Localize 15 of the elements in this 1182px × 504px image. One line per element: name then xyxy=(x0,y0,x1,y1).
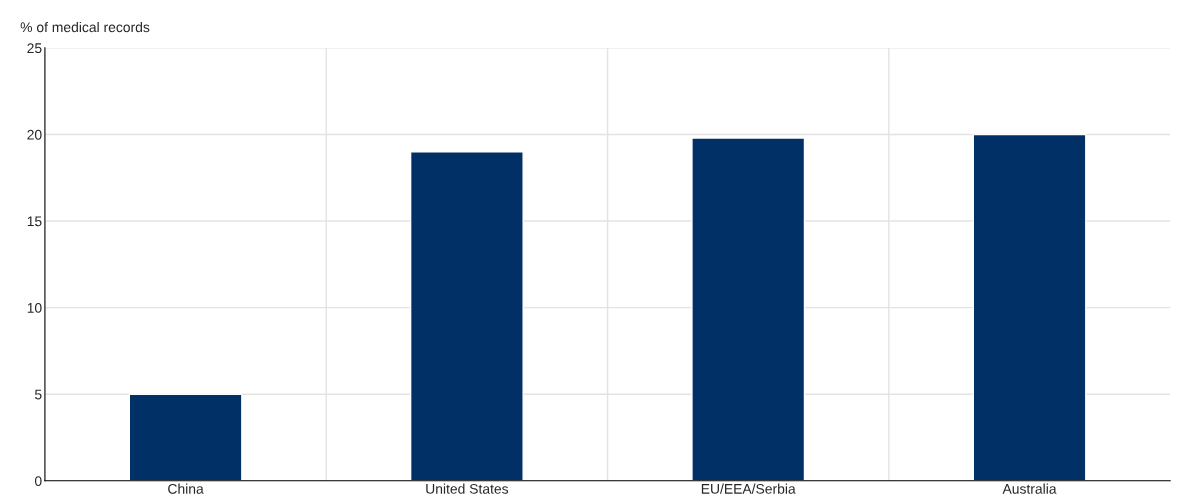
bar xyxy=(409,151,524,481)
x-tick-label: China xyxy=(168,483,204,494)
y-tick-label: 10 xyxy=(27,302,42,313)
x-tick-label: United States xyxy=(426,483,509,494)
bar xyxy=(972,133,1087,481)
y-tick-label: 0 xyxy=(34,476,42,486)
x-tick-label: Australia xyxy=(1002,483,1057,494)
bar xyxy=(128,393,243,481)
y-tick-label: 25 xyxy=(27,43,42,54)
x-tick-label: EU/EEA/Serbia xyxy=(701,483,796,494)
y-tick-label: 20 xyxy=(27,129,42,140)
y-axis-title: % of medical records xyxy=(20,21,150,33)
bar xyxy=(691,137,806,481)
y-tick-label: 5 xyxy=(34,389,42,400)
y-tick-label: 15 xyxy=(27,216,42,227)
